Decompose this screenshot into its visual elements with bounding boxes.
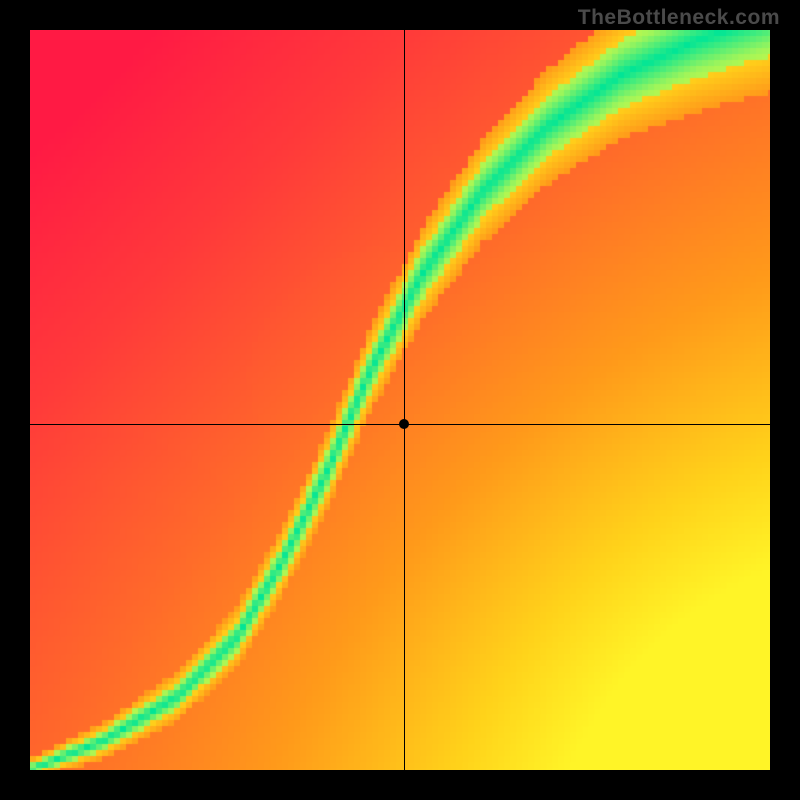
heatmap-canvas [30,30,770,770]
crosshair-vertical [404,30,405,770]
watermark-text: TheBottleneck.com [578,6,780,30]
marker-dot [399,419,409,429]
heatmap-plot [30,30,770,770]
